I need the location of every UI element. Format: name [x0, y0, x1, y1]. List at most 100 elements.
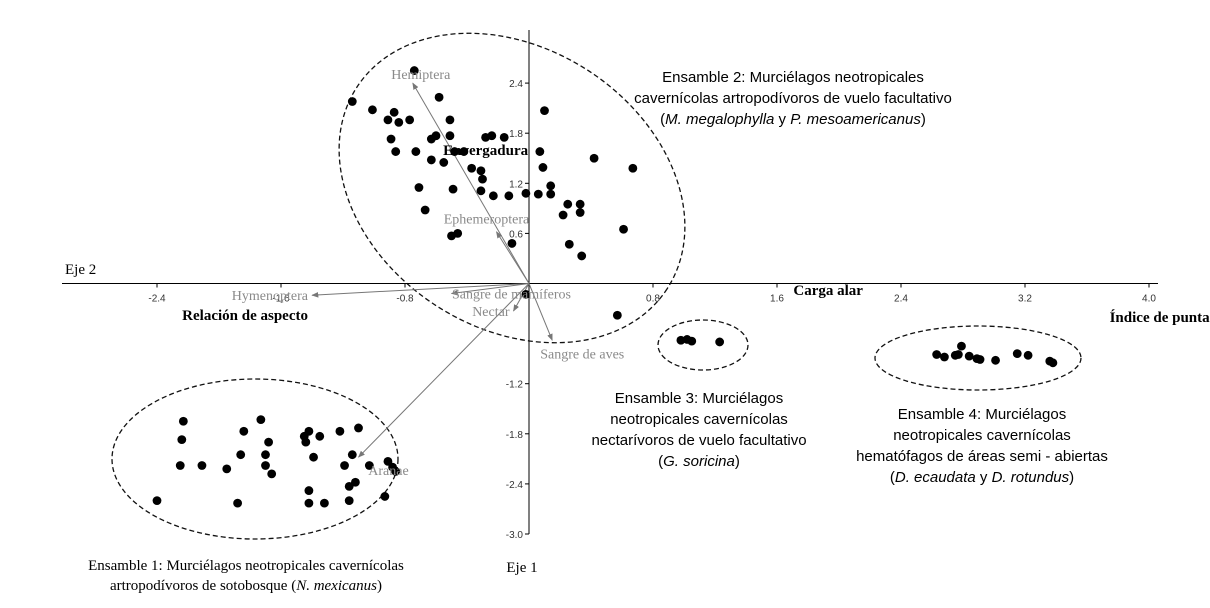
data-point — [546, 181, 556, 191]
data-point — [499, 132, 509, 142]
vector-hymenoptera — [311, 283, 530, 298]
data-point — [1048, 358, 1058, 368]
ensemble-2-label-line: (G. soricina) — [658, 453, 740, 470]
ensemble-4-label-line: Ensamble 1: Murciélagos neotropicales ca… — [88, 558, 404, 574]
data-point — [344, 496, 354, 505]
data-point — [453, 229, 463, 238]
data-point — [715, 337, 725, 347]
vector-nectar — [513, 283, 530, 312]
x-tick-label: 1.6 — [770, 294, 784, 305]
data-point — [577, 251, 587, 261]
x-tick-label: -2.4 — [148, 294, 166, 305]
data-point — [426, 155, 436, 165]
data-point — [420, 205, 430, 215]
x-tick-label: -0.8 — [396, 294, 414, 305]
data-point — [347, 97, 357, 106]
y-tick-label: 1.2 — [509, 179, 523, 190]
data-point — [394, 117, 404, 127]
y-tick-label: -1.8 — [506, 430, 524, 441]
ensemble-3-label-line: Ensamble 4: Murciélagos — [898, 406, 1066, 423]
data-point — [340, 461, 349, 470]
x-tick-label: 3.2 — [1018, 294, 1032, 305]
data-point — [546, 189, 556, 199]
data-point — [222, 464, 232, 474]
data-point — [347, 450, 357, 460]
data-point — [1012, 349, 1022, 359]
ensemble-2-label-line: neotropicales cavernícolas — [610, 411, 788, 428]
y-tick-label: -2.4 — [506, 480, 524, 491]
ensemble-3-label-line: (D. ecaudata y D. rotundus) — [890, 469, 1074, 486]
data-point — [558, 210, 568, 220]
data-point — [991, 355, 1000, 365]
x-tick-label: 4.0 — [1142, 294, 1156, 305]
data-point — [564, 239, 574, 249]
data-point — [932, 350, 942, 359]
data-point — [304, 486, 314, 495]
vector-sangre-de-mamiferos — [450, 283, 530, 296]
ensemble-labels: Ensamble 2: Murciélagos neotropicales cav… — [88, 69, 1108, 594]
y-axis-label: Eje 1 — [506, 560, 537, 576]
data-point — [476, 186, 486, 196]
data-point — [320, 498, 329, 508]
vector-label-hemiptera: Hemiptera — [391, 68, 451, 83]
ensemble-3-label-line: neotropicales cavernícolas — [893, 427, 1071, 444]
data-point — [175, 461, 185, 470]
ensemble-2-label-line: Ensamble 3: Murciélagos — [615, 390, 783, 407]
data-point — [521, 188, 531, 198]
y-tick-label: 1.8 — [509, 129, 523, 140]
data-point — [575, 199, 585, 209]
data-point — [304, 498, 314, 508]
data-point — [391, 466, 401, 476]
data-point — [354, 423, 363, 433]
ensemble-1-label-line: (M. megalophylla y P. mesoamericanus) — [660, 111, 926, 128]
data-point — [589, 153, 599, 163]
data-point — [380, 492, 390, 501]
ensemble-ellipses — [111, 32, 1082, 540]
data-point — [389, 107, 399, 117]
data-point — [261, 450, 270, 460]
data-point — [957, 341, 966, 351]
ensemble-3-ellipse — [657, 319, 749, 371]
data-point — [612, 310, 622, 320]
data-point — [383, 115, 393, 125]
data-point — [256, 415, 266, 425]
y-tick-label: -3.0 — [506, 530, 524, 541]
data-point — [533, 189, 543, 199]
ensemble-1-ellipse — [111, 378, 399, 540]
vector-label-sangre-de-aves: Sangre de aves — [540, 347, 624, 362]
data-point — [459, 147, 469, 156]
data-point — [445, 131, 455, 141]
data-point — [152, 496, 162, 505]
data-point — [368, 105, 377, 115]
x-axis-label: Eje 2 — [65, 262, 96, 278]
data-point — [236, 450, 246, 460]
x-tick-label: 2.4 — [894, 294, 908, 305]
y-tick-label: 2.4 — [509, 79, 523, 90]
vector-label-relacion-de-aspecto: Relación de aspecto — [182, 308, 308, 324]
data-point — [964, 351, 974, 361]
data-point — [507, 239, 517, 248]
data-point — [335, 426, 345, 436]
data-point — [628, 163, 638, 173]
data-point — [476, 166, 486, 176]
vector-label-hymenoptera: Hymenoptera — [232, 289, 309, 304]
y-tick-label: -1.2 — [506, 380, 524, 391]
data-point — [481, 132, 490, 142]
data-point — [301, 437, 311, 447]
data-point — [1023, 350, 1033, 360]
data-point — [478, 174, 487, 184]
vector-hemiptera — [412, 82, 530, 284]
data-point — [177, 435, 187, 445]
data-point — [488, 191, 498, 201]
ensemble-2-label-line: nectarívoros de vuelo facultativo — [591, 432, 806, 449]
data-point — [261, 461, 270, 470]
data-point — [467, 163, 477, 173]
data-point — [439, 158, 449, 167]
vector-ephemeroptera — [496, 231, 530, 284]
data-point — [409, 66, 419, 75]
data-point — [304, 426, 314, 436]
vector-label-carga-alar: Carga alar — [793, 283, 863, 299]
data-point — [267, 469, 277, 479]
data-point — [563, 199, 573, 209]
data-point — [450, 147, 459, 156]
